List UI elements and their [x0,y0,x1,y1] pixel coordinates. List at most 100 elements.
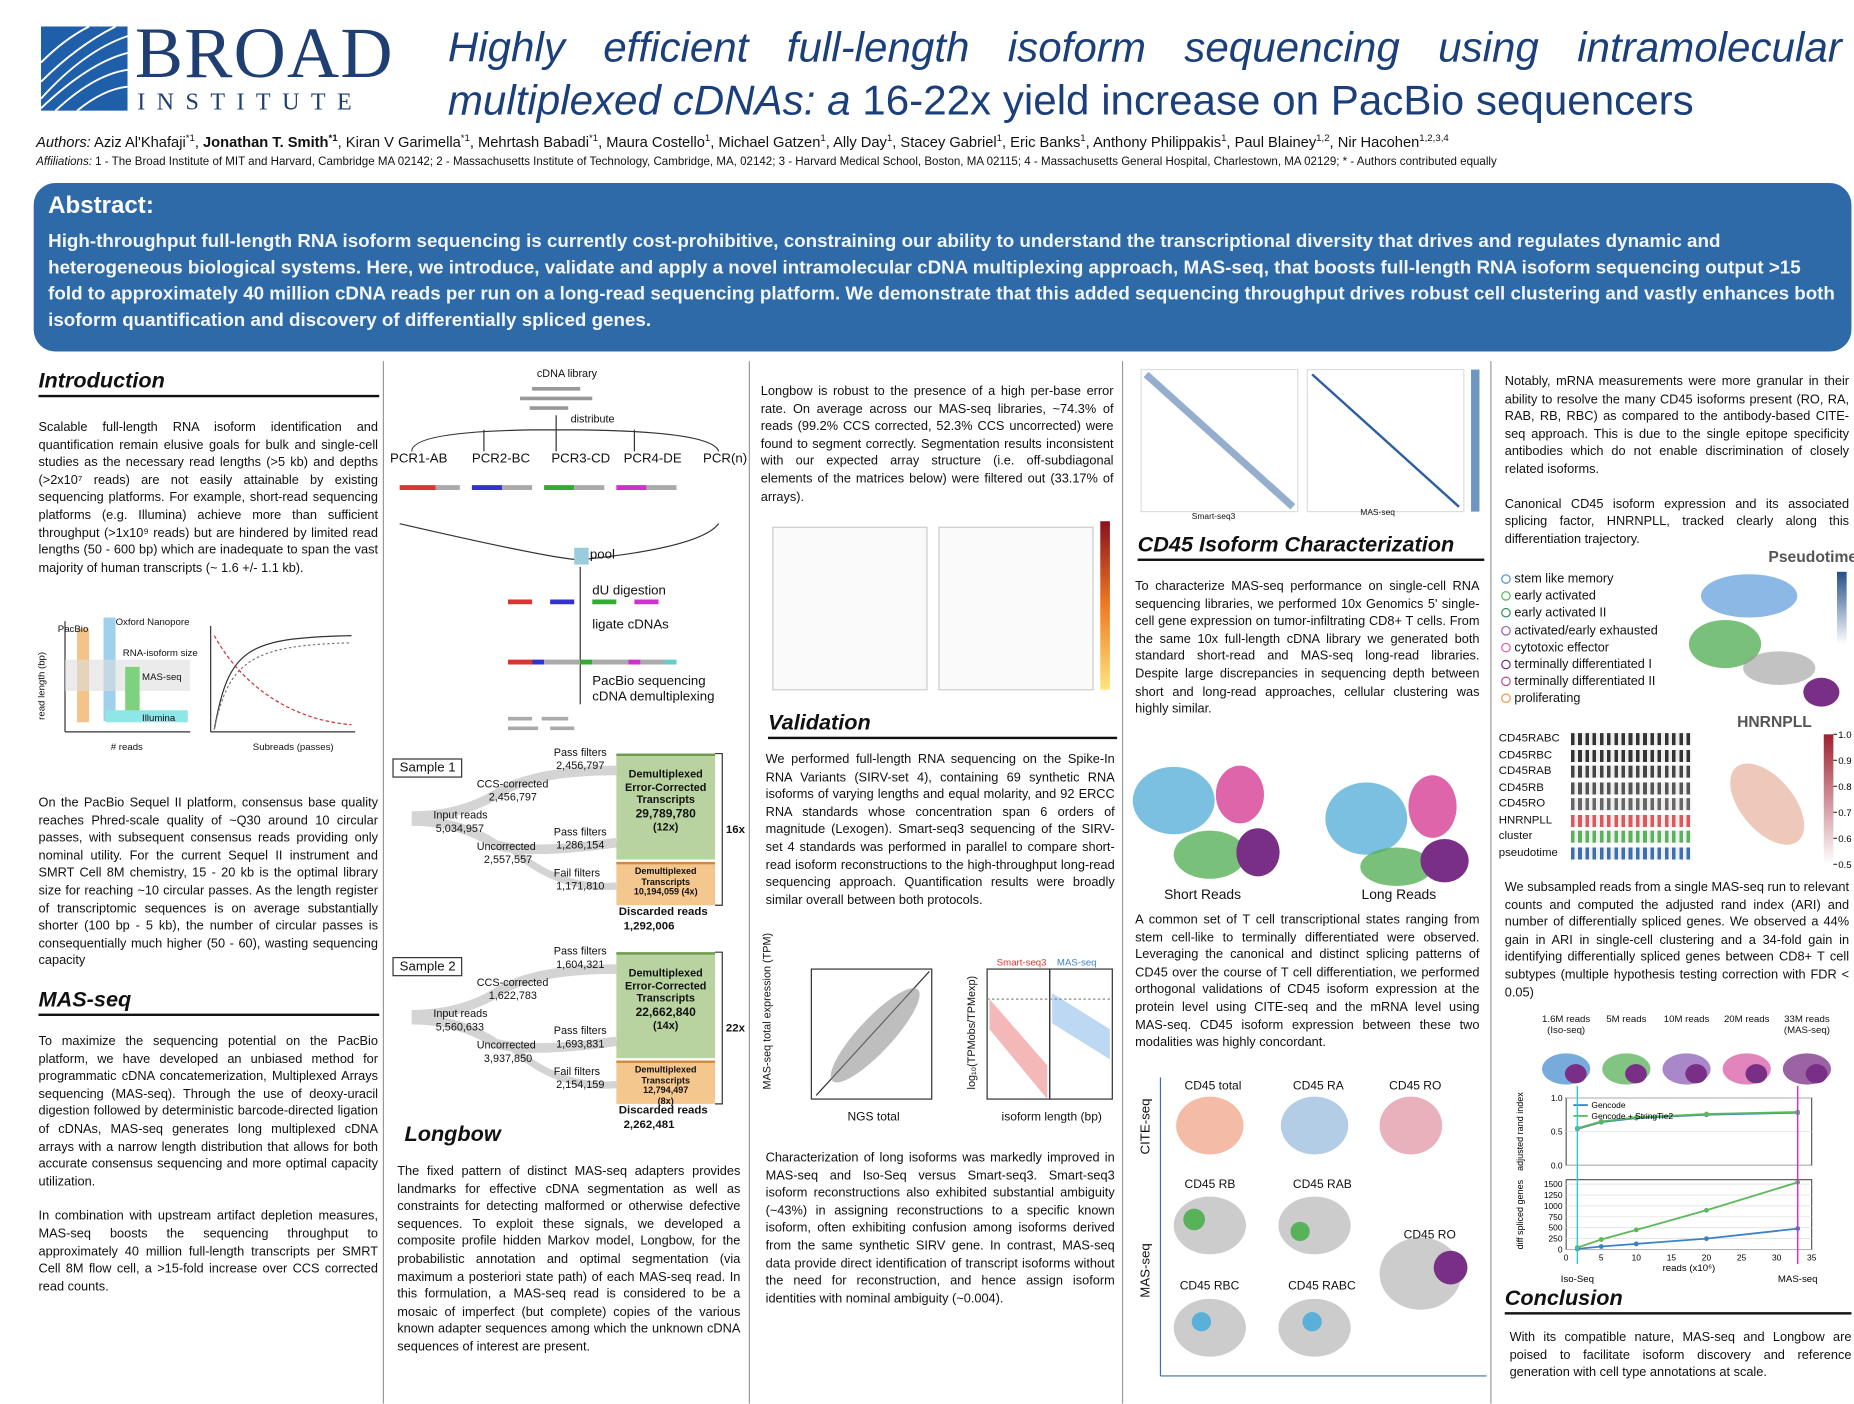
figure-graphic [64,617,356,733]
row-label: CD45RAB [1498,764,1552,778]
series-point [1633,1241,1639,1247]
figure-title: HNRNPLL [1737,712,1812,731]
ec-line: Transcripts [636,793,695,806]
dm-line: 10,194,059 (4x) [633,885,698,897]
panel-umap [1805,1064,1828,1084]
flow-label: 1,292,006 [623,919,675,933]
flow-label: 5,034,957 [435,822,484,835]
panel-umap [1685,1064,1707,1084]
row-label: CD45RBC [1498,748,1553,762]
figure-label: PacBio [57,623,89,635]
figure-label: Illumina [142,712,176,724]
paragraph: In combination with upstream artifact de… [38,1209,378,1294]
author-affiliation: 1 [820,132,826,144]
series-point [1704,1111,1709,1117]
figure-label: Smart-seq3 [1191,512,1236,522]
figure-label: NGS total [847,1111,900,1125]
figure-cd45-umaps: CITE-seq MAS-seq CD45 total CD45 RA CD45 RO C… [1132,1075,1487,1382]
paragraphs: On the PacBio Sequel II platform, consen… [39,795,378,988]
figure-label: cDNA library [536,367,598,380]
author-affiliation: 1,2 [1316,132,1330,144]
figure-label: CITE-seq [1138,1098,1154,1155]
dm-line: Demultiplexed [634,865,697,877]
figure-label: CD45 RB [1184,1178,1236,1192]
dm-line: Transcripts [641,1074,691,1086]
author: Mehrtash Babadi [478,133,589,151]
colorbar-tick-label: 0.7 [1838,808,1851,819]
legend-label: proliferating [1514,691,1581,706]
legend-label: Gencode + StringTie2 [1591,1111,1673,1121]
y-tick-label: 1500 [1544,1179,1563,1189]
dm-box: Demultiplexed Transcripts 10,194,059 (4x) [616,861,716,906]
legend-marker [1501,693,1511,704]
colorbar-fill [1823,734,1834,865]
flow-label: 5,560,633 [435,1020,484,1033]
figure-label: pool [589,547,615,563]
flow-label: Discarded reads [618,905,708,919]
flow-graphic [411,951,723,1105]
flow-label: Pass filters [553,825,607,838]
figure-label: PCR1-AB [390,451,448,466]
x-tick-label: 0 [1564,1252,1569,1262]
series-line [1577,1181,1798,1249]
flow-label: 3,937,850 [483,1052,533,1065]
flow-band [411,964,617,1020]
y-tick-label: 1.0 [1551,1093,1563,1103]
figure-title: Pseudotime [1768,547,1854,566]
x-tick-label: 35 [1807,1252,1817,1262]
author-affiliation: 1,2,3,4 [1419,132,1449,144]
ec-line: (14x) [653,1019,679,1032]
figure-segmentation-heatmaps: Smart-seq3 MAS-seq [1132,367,1487,521]
chart: adjusted rand index 0.0 0.5 1.0 GencodeGenco… [1515,1053,1831,1285]
row-label: cluster [1498,829,1533,843]
section-heading: Validation [768,710,1118,740]
paragraphs: Longbow is robust to the presence of a h… [761,383,1114,523]
section-heading: CD45 Isoform Characterization [1137,532,1485,561]
column-separator [382,361,385,1404]
heatmap-row [1570,765,1692,778]
legend-marker [1501,642,1511,653]
panel-umap [1625,1064,1647,1084]
figure-label: CD45 total [1184,1079,1242,1094]
flow-graphic [411,752,723,906]
figure-graphic [1140,368,1480,513]
affiliations-text: 1 - The Broad Institute of MIT and Harva… [95,155,1497,169]
flow-label: Pass filters [553,944,607,958]
dm-line: (8x) [657,1094,674,1106]
paragraph: Scalable full-length RNA isoform identif… [38,420,378,576]
x-tick-label: 15 [1667,1252,1677,1262]
paragraph: Longbow is robust to the presence of a h… [760,384,1114,504]
flow-label: 2,456,797 [488,790,537,803]
paragraph: We performed full-length RNA sequencing … [765,752,1115,908]
figure-label: # reads [110,741,143,753]
figure-label: CD45 RO [1389,1079,1442,1094]
legend-label: early activated [1514,588,1596,604]
affiliations-label: Affiliations: [36,155,92,169]
flow-label: 16x [725,823,745,837]
y-tick-label: 500 [1549,1223,1563,1233]
author: Anthony Philippakis [1093,133,1222,151]
figure-hnrnpll: HNRNPLL CD45RABC CD45RBC CD45RAB CD45RB CD45R… [1496,713,1854,871]
figure-graphic [1159,1077,1487,1377]
section-heading: Introduction [38,368,380,398]
legend-label: Gencode [1591,1100,1625,1110]
figure-label: RNA-isoform size [122,647,198,659]
flow-label: 2,456,797 [556,759,605,772]
author-affiliation: 1 [1221,132,1227,144]
paragraph: With its compatible nature, MAS-seq and … [1509,1330,1852,1380]
title-rest: 16-22x yield increase on PacBio sequence… [862,77,1694,124]
author: Maura Costello [606,133,705,151]
figure-label: PCR3-CD [551,451,611,466]
figure-graphic [399,387,720,731]
panel-label: 20M reads [1723,1013,1770,1025]
y-tick-label: 0.0 [1551,1160,1563,1170]
x-annotation: MAS-seq [1778,1274,1818,1285]
author: Ally Day [833,133,887,151]
figure-label: CD45 RABC [1288,1279,1356,1293]
paragraphs: The fixed pattern of distinct MAS-seq ad… [397,1163,740,1373]
title: Highly efficient full-length isoform seq… [448,22,1842,128]
umap-blob [1730,763,1805,845]
sample-flow: Sample 1 Pass filters 2,456,797 CCS-correct… [388,746,747,939]
figure-label: CD45 RA [1292,1079,1344,1094]
author-affiliation: *1 [185,132,195,144]
